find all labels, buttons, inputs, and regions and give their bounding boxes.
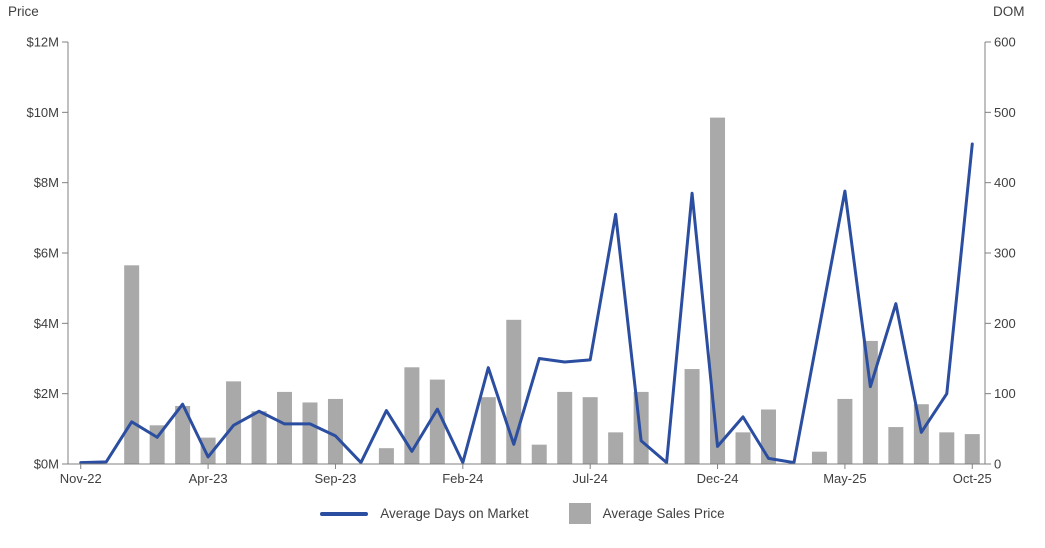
x-axis-tick-label: Oct-25 [953,471,992,486]
x-axis-tick-label: May-25 [823,471,866,486]
sales-price-bar [684,369,700,464]
sales-price-bar [837,398,853,464]
price-dom-chart: Price DOM $0M $2M $4M $6M $8M $10M $12M 0 100 200… [8,4,1025,487]
left-axis-tick-label: $10M [26,105,59,120]
sales-price-bar [710,117,726,464]
sales-price-bar [378,448,394,464]
right-axis-tick-label: 300 [994,246,1016,261]
right-axis-tick-label: 100 [994,386,1016,401]
sales-price-bar [964,434,980,464]
axes-group: $0M $2M $4M $6M $8M $10M $12M 0 100 200 300 400 500 6… [26,35,1015,487]
left-axis-tick-label: $8M [34,175,59,190]
right-axis-tick-label: 200 [994,316,1016,331]
left-axis-tick-label: $4M [34,316,59,331]
line-legend-swatch [320,511,369,516]
sales-price-bar [582,397,598,464]
sales-price-bar [302,402,318,464]
sales-price-bar [939,432,955,464]
sales-price-bars-group [124,117,980,464]
sales-price-bar [811,451,827,464]
sales-price-bar [175,405,191,464]
line-legend-label: Average Days on Market [380,506,529,521]
sales-price-bar [531,444,547,464]
sales-price-bar [480,397,496,464]
sales-price-bar [226,381,242,464]
sales-price-bar [277,391,293,464]
sales-price-bar [862,340,878,464]
right-axis-tick-label: 0 [994,457,1001,472]
sales-price-bar [735,432,751,464]
x-axis-tick-label: Sep-23 [314,471,356,486]
left-axis-tick-label: $2M [34,386,59,401]
x-axis-tick-label: Dec-24 [697,471,739,486]
days-on-market-line [79,142,974,465]
x-axis-tick-label: Jul-24 [572,471,607,486]
right-axis-tick-label: 500 [994,105,1016,120]
sales-price-bar [200,437,216,464]
left-axis-tick-label: $12M [26,35,59,50]
x-axis-tick-label: Nov-22 [60,471,102,486]
x-axis-tick-label: Apr-23 [189,471,228,486]
sales-price-bar [888,427,904,464]
legend: Average Days on Market Average Sales Pri… [0,503,1045,524]
sales-price-bar [251,411,267,464]
sales-price-bar [124,265,140,464]
sales-price-bar [608,432,624,464]
sales-price-bar [429,379,445,464]
bar-legend-label: Average Sales Price [602,506,725,521]
right-axis-tick-label: 400 [994,175,1016,190]
sales-price-bar [404,367,420,464]
days-on-market-line-group [79,142,974,465]
left-axis-title: Price [8,4,39,19]
left-axis-tick-label: $0M [34,457,59,472]
left-axis-tick-label: $6M [34,246,59,261]
bar-legend-swatch [568,503,591,524]
sales-price-bar [327,398,343,464]
right-axis-tick-label: 600 [994,35,1016,50]
sales-price-bar [557,391,573,464]
right-axis-title: DOM [993,4,1025,19]
x-axis-tick-label: Feb-24 [442,471,483,486]
